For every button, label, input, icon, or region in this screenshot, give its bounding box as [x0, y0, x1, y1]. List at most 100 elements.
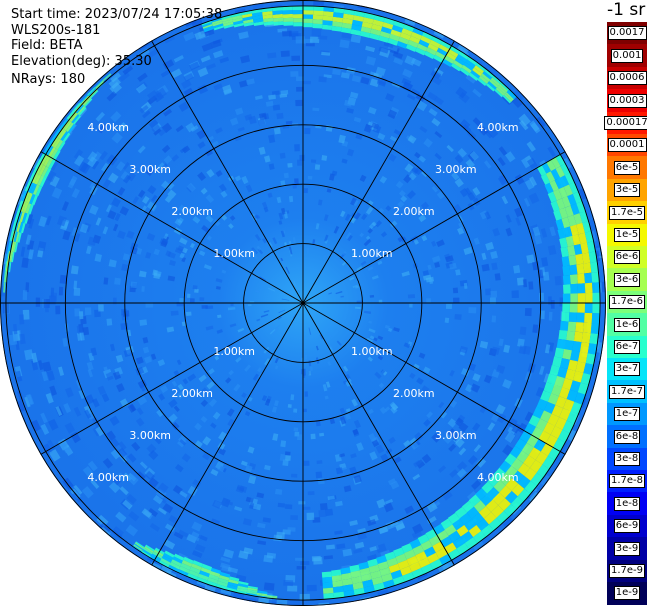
texture-speckle — [485, 241, 495, 251]
texture-speckle — [212, 411, 221, 420]
texture-speckle — [273, 400, 279, 407]
texture-speckle — [379, 175, 388, 184]
texture-speckle — [303, 80, 311, 85]
texture-speckle — [194, 422, 203, 431]
colorbar-level-label: 1e-5 — [613, 228, 641, 243]
high-return-cell — [273, 17, 284, 23]
high-return-cell — [376, 555, 387, 565]
texture-speckle — [409, 303, 413, 308]
texture-speckle — [308, 327, 312, 335]
high-return-arcs — [2, 5, 601, 600]
texture-speckle — [473, 237, 480, 246]
texture-speckle — [473, 444, 482, 453]
texture-speckle — [303, 408, 307, 413]
high-return-cell — [566, 330, 576, 342]
texture-speckle — [279, 453, 286, 462]
texture-speckle — [423, 419, 431, 427]
texture-speckle — [398, 190, 406, 197]
texture-speckle — [276, 531, 285, 540]
texture-speckle — [45, 215, 52, 226]
high-return-cell — [323, 11, 334, 17]
texture-speckle — [179, 490, 188, 498]
texture-speckle — [434, 261, 441, 268]
colorbar-level-label: 0.001 — [610, 48, 644, 63]
high-return-cell — [362, 579, 374, 588]
high-return-cell — [576, 263, 585, 275]
high-return-cell — [331, 569, 342, 577]
high-return-cell — [505, 490, 518, 504]
high-return-cell — [544, 182, 554, 194]
texture-speckle — [456, 461, 468, 472]
texture-speckle — [216, 464, 225, 472]
high-return-cell — [144, 546, 154, 553]
texture-speckle — [212, 218, 221, 227]
high-return-cell — [69, 112, 78, 123]
texture-speckle — [484, 211, 492, 220]
high-return-cell — [447, 548, 461, 561]
high-return-cell — [81, 95, 90, 105]
colorbar-level: 3e-9 — [607, 537, 647, 561]
high-return-cell — [352, 582, 364, 590]
texture-speckle — [192, 215, 201, 224]
texture-speckle — [135, 356, 144, 365]
texture-speckle — [45, 303, 49, 313]
texture-speckle — [192, 479, 202, 488]
texture-speckle — [175, 125, 184, 133]
texture-speckle — [418, 352, 426, 359]
texture-speckle — [215, 127, 223, 134]
high-return-cell — [237, 583, 249, 588]
high-return-cell — [30, 183, 37, 194]
texture-speckle — [216, 329, 223, 334]
texture-speckle — [432, 255, 441, 263]
texture-speckle — [160, 163, 168, 171]
texture-speckle — [212, 499, 222, 509]
high-return-cell — [403, 23, 415, 32]
texture-speckle — [164, 195, 173, 203]
high-return-cell — [358, 561, 369, 570]
texture-speckle — [423, 274, 432, 281]
high-return-cell — [584, 312, 593, 324]
texture-speckle — [185, 311, 192, 317]
high-return-cell — [199, 570, 210, 578]
texture-speckle — [379, 406, 387, 415]
texture-speckle — [198, 374, 207, 383]
high-return-cell — [200, 567, 211, 574]
high-return-cell — [424, 50, 435, 60]
high-return-cell — [134, 543, 144, 551]
texture-speckle — [263, 554, 274, 563]
high-return-cell — [203, 25, 214, 31]
texture-speckle — [334, 530, 343, 535]
high-return-cell — [332, 586, 344, 593]
texture-speckle — [341, 158, 348, 164]
texture-speckle — [174, 218, 183, 226]
texture-speckle — [458, 422, 469, 433]
high-return-cell — [60, 131, 69, 141]
texture-speckle — [74, 308, 81, 317]
high-return-cell — [384, 551, 396, 561]
texture-speckle — [229, 215, 236, 221]
texture-speckle — [208, 368, 215, 375]
texture-speckle — [102, 179, 112, 189]
texture-speckle — [87, 460, 98, 472]
texture-speckle — [393, 327, 400, 333]
texture-speckle — [312, 284, 316, 289]
texture-speckle — [258, 276, 267, 282]
high-return-cell — [536, 398, 548, 411]
texture-speckle — [350, 453, 357, 459]
high-return-cell — [271, 6, 283, 12]
texture-speckle — [319, 334, 324, 340]
high-return-cell — [322, 582, 333, 589]
high-return-cell — [458, 51, 470, 60]
texture-speckle — [319, 502, 328, 511]
colorbar-level: 6e-8 — [607, 425, 647, 449]
texture-speckle — [342, 548, 353, 557]
high-return-cell — [445, 52, 457, 61]
texture-speckle — [352, 252, 356, 256]
texture-speckle — [40, 412, 48, 424]
high-return-cell — [559, 408, 571, 421]
high-return-cell — [524, 467, 537, 481]
texture-speckle — [159, 565, 173, 577]
high-return-cell — [371, 576, 384, 586]
texture-speckle — [346, 67, 356, 73]
texture-speckle — [245, 184, 253, 193]
